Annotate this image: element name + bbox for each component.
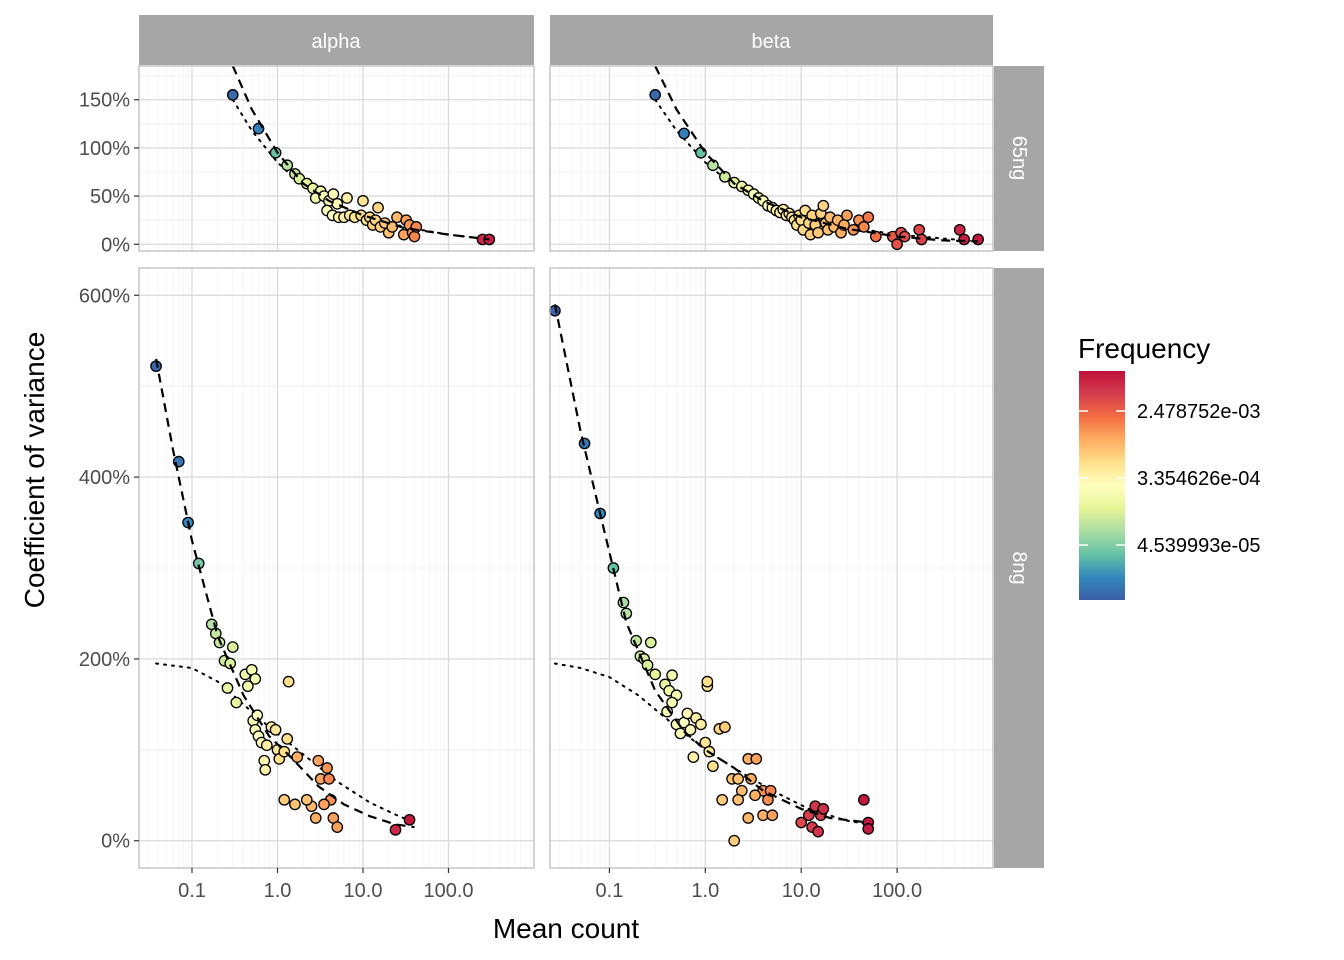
data-point <box>916 234 926 244</box>
y-tick-label: 50% <box>90 186 130 208</box>
data-point <box>813 826 823 836</box>
strip-label-65ng: 65ng <box>1008 136 1030 181</box>
data-point <box>955 225 965 235</box>
data-point <box>322 763 332 773</box>
data-point <box>863 824 873 834</box>
data-point <box>729 836 739 846</box>
data-point <box>324 774 334 784</box>
strip-label-beta: beta <box>752 31 792 53</box>
data-point <box>404 815 414 825</box>
data-point <box>302 795 312 805</box>
y-tick-label: 200% <box>79 649 130 671</box>
data-point <box>733 774 743 784</box>
data-point <box>250 674 260 684</box>
data-point <box>650 669 660 679</box>
data-point <box>717 795 727 805</box>
y-tick-label: 400% <box>79 467 130 489</box>
x-tick-label: 1.0 <box>691 880 719 902</box>
data-point <box>222 683 232 693</box>
data-point <box>743 813 753 823</box>
y-tick-label: 0% <box>101 831 130 853</box>
panels-layer: 0% 50% 100% 150% 0% 200% 400% 600% 0.1 1.0 10.0 100… <box>79 66 993 902</box>
data-point <box>231 697 241 707</box>
x-tick-label: 0.1 <box>178 880 206 902</box>
data-point <box>342 193 352 203</box>
x-tick-label: 100.0 <box>872 880 922 902</box>
legend-title: Frequency <box>1078 333 1210 364</box>
data-point <box>688 752 698 762</box>
data-point <box>667 697 677 707</box>
data-point <box>818 201 828 211</box>
x-tick-label: 10.0 <box>782 880 821 902</box>
data-point <box>696 148 706 158</box>
x-tick-label: 1.0 <box>264 880 292 902</box>
y-tick-label: 100% <box>79 138 130 160</box>
data-point <box>750 790 760 800</box>
data-point <box>390 825 400 835</box>
data-point <box>313 756 323 766</box>
data-point <box>842 210 852 220</box>
data-point <box>708 761 718 771</box>
data-point <box>914 225 924 235</box>
data-point <box>959 234 969 244</box>
panel-alpha-8ng: 0% 200% 400% 600% 0.1 1.0 10.0 100.0 <box>79 268 534 902</box>
data-point <box>292 752 302 762</box>
data-point <box>767 810 777 820</box>
data-point <box>973 234 983 244</box>
legend-colorbar <box>1079 371 1125 600</box>
legend-label: 3.354626e-04 <box>1137 468 1260 490</box>
data-point <box>373 202 383 212</box>
data-point <box>818 804 828 814</box>
data-point <box>283 676 293 686</box>
data-point <box>174 456 184 466</box>
data-point <box>358 196 368 206</box>
x-tick-label: 10.0 <box>344 880 383 902</box>
data-point <box>675 728 685 738</box>
data-point <box>279 795 289 805</box>
data-point <box>863 212 873 222</box>
data-point <box>282 734 292 744</box>
strip-label-8ng: 8ng <box>1008 551 1030 584</box>
data-point <box>228 642 238 652</box>
panel-beta-8ng: 0.1 1.0 10.0 100.0 <box>550 268 993 902</box>
legend-label: 2.478752e-03 <box>1137 401 1260 423</box>
data-point <box>646 637 656 647</box>
data-point <box>751 754 761 764</box>
data-point <box>270 725 280 735</box>
data-point <box>319 799 329 809</box>
data-point <box>696 719 706 729</box>
data-point <box>228 90 238 100</box>
panel-alpha-65ng: 0% 50% 100% 150% <box>79 66 534 256</box>
y-tick-label: 600% <box>79 285 130 307</box>
y-tick-label: 150% <box>79 90 130 112</box>
data-point <box>650 90 660 100</box>
data-point <box>859 795 869 805</box>
data-point <box>262 740 272 750</box>
data-point <box>311 813 321 823</box>
legend-label: 4.539993e-05 <box>1137 535 1260 557</box>
x-tick-label: 0.1 <box>596 880 624 902</box>
data-point <box>702 676 712 686</box>
y-tick-label: 0% <box>101 234 130 256</box>
data-point <box>733 795 743 805</box>
faceted-scatter-chart: 0% 50% 100% 150% 0% 200% 400% 600% 0.1 1.0 10.0 100… <box>0 0 1344 960</box>
panel-background <box>139 66 534 251</box>
x-axis-title: Mean count <box>493 913 640 944</box>
data-point <box>290 799 300 809</box>
x-tick-label: 100.0 <box>423 880 473 902</box>
panel-background <box>550 66 993 251</box>
data-point <box>813 227 823 237</box>
data-point <box>720 722 730 732</box>
data-point <box>332 199 342 209</box>
y-axis-title: Coefficient of variance <box>19 332 50 609</box>
panel-beta-65ng <box>550 66 993 251</box>
data-point <box>260 765 270 775</box>
data-point <box>328 189 338 199</box>
data-point <box>621 608 631 618</box>
data-point <box>332 822 342 832</box>
data-point <box>679 128 689 138</box>
strip-label-alpha: alpha <box>312 31 362 53</box>
data-point <box>409 231 419 241</box>
data-point <box>667 670 677 680</box>
